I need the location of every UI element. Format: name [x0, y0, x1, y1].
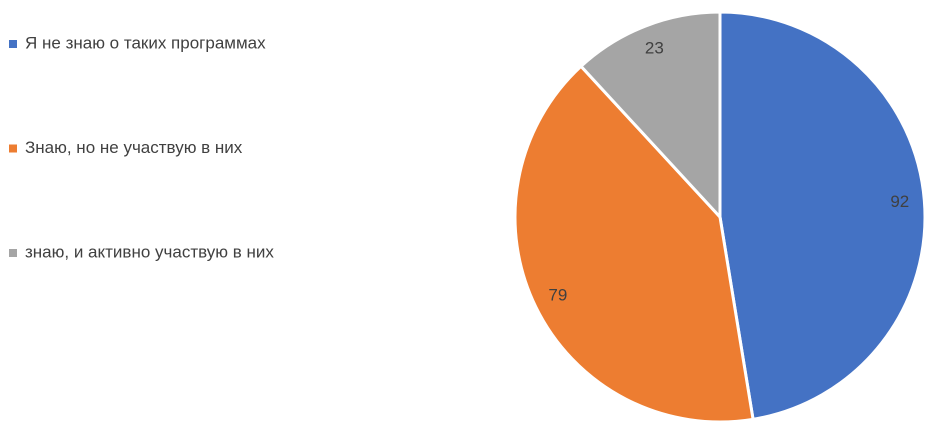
legend-swatch: [9, 249, 17, 257]
legend-swatch: [9, 40, 17, 48]
legend-label: Знаю, но не участвую в них: [25, 138, 243, 157]
pie-slice: [513, 64, 755, 424]
legend-swatch: [9, 144, 17, 153]
legend-label: знаю, и активно участвую в них: [25, 242, 274, 261]
data-label: 92: [890, 192, 909, 211]
pie-slice: [718, 10, 925, 422]
pie-slice: [578, 10, 722, 221]
data-label: 23: [645, 38, 664, 57]
legend-label: Я не знаю о таких программах: [25, 33, 266, 52]
data-label: 79: [548, 286, 567, 305]
